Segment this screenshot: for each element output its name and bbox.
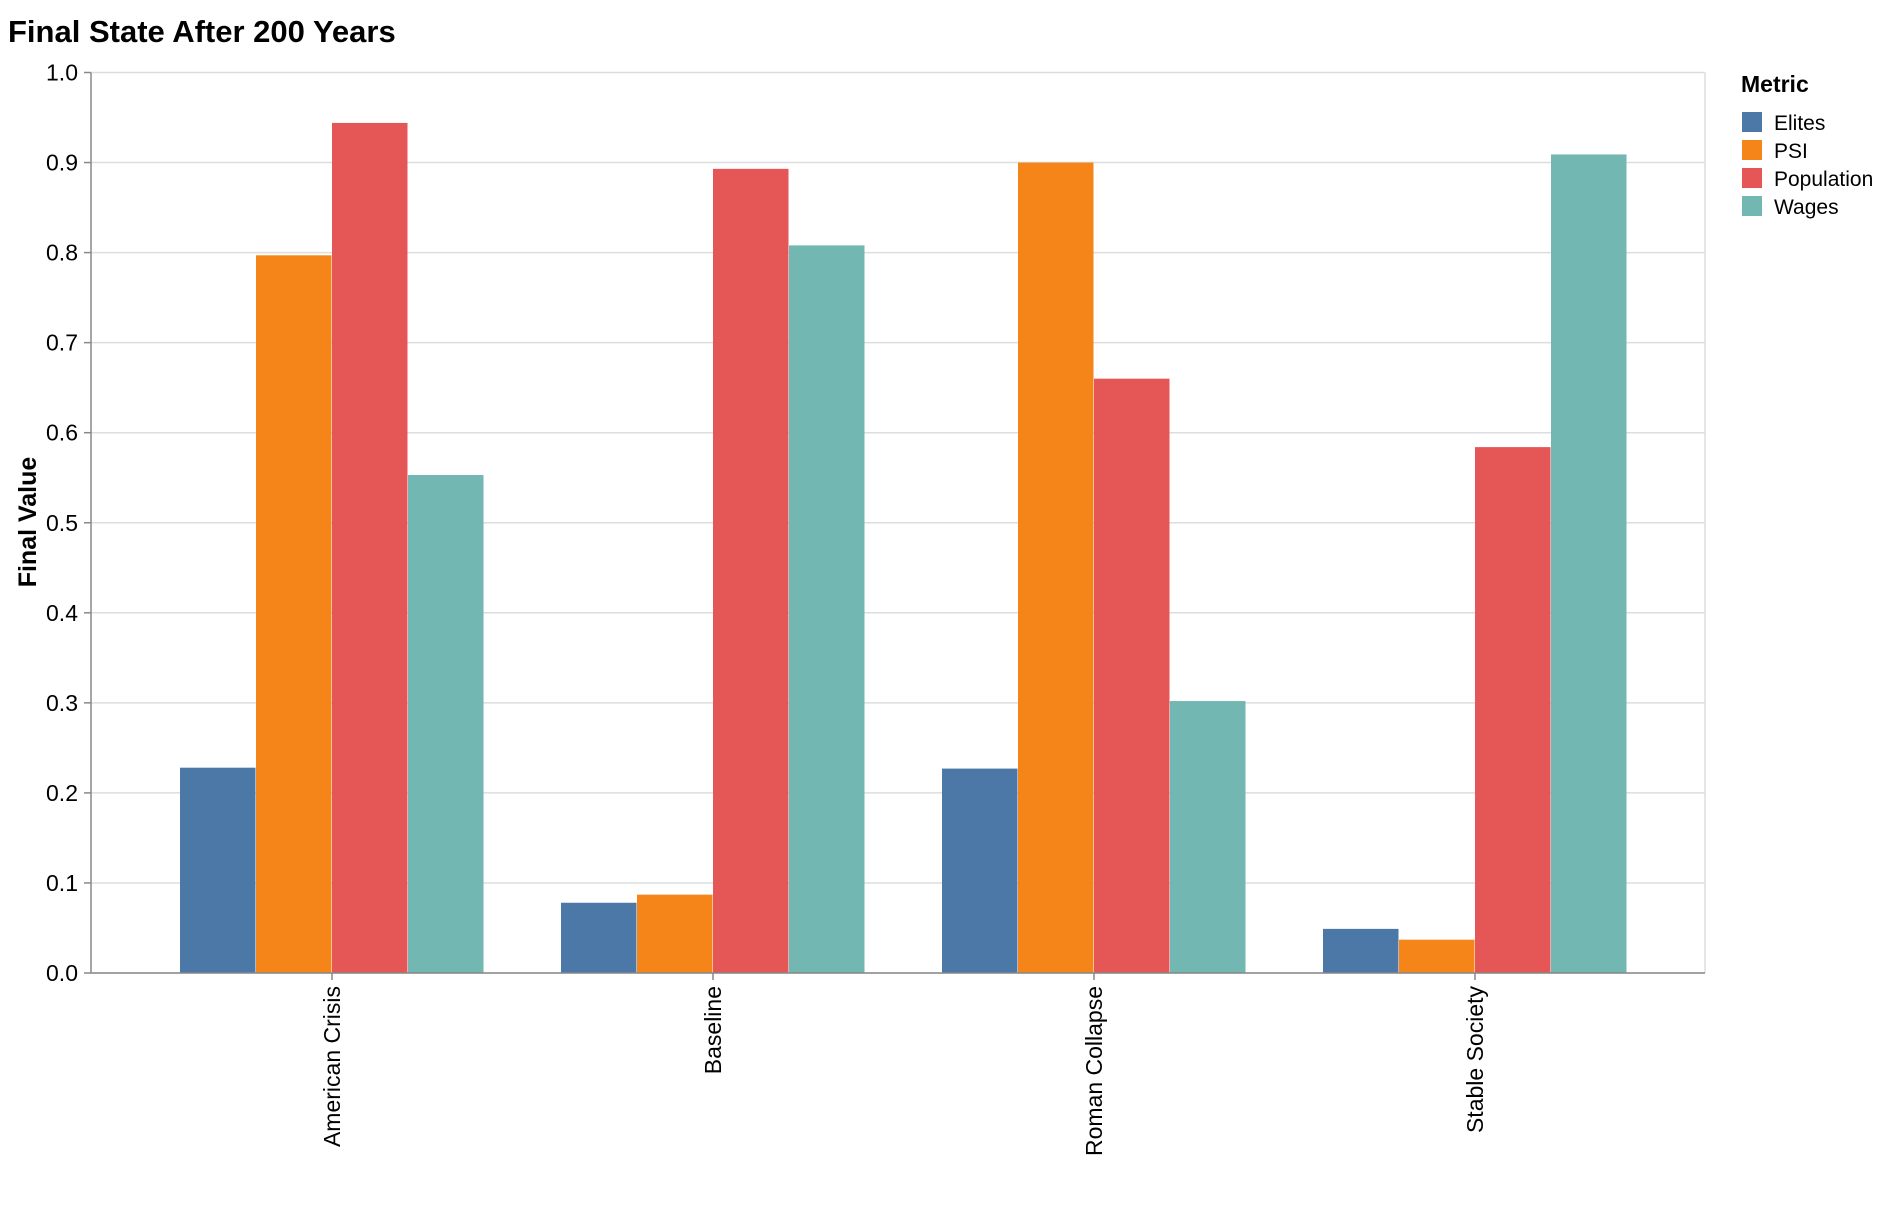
- y-tick-label: 0.8: [46, 240, 78, 266]
- y-tick-label: 1.0: [46, 60, 78, 86]
- legend-title: Metric: [1741, 71, 1809, 97]
- y-tick-label: 0.2: [46, 780, 78, 806]
- bar-population-3: [1475, 447, 1551, 973]
- y-axis-title: Final Value: [14, 457, 42, 588]
- bar-psi-0: [256, 255, 332, 973]
- bar-population-2: [1094, 378, 1170, 973]
- bar-psi-2: [1018, 162, 1094, 974]
- x-tick-label: Roman Collapse: [1081, 986, 1107, 1156]
- bar-population-1: [713, 168, 789, 973]
- y-tick-label: 0.1: [46, 870, 78, 896]
- bar-elites-0: [180, 767, 256, 973]
- bar-elites-1: [561, 902, 637, 973]
- legend: Metric Elites PSI Population Wages: [1741, 71, 1873, 219]
- bar-population-0: [332, 122, 408, 974]
- y-tick-label: 0.9: [46, 150, 78, 176]
- bar-wages-2: [1170, 701, 1246, 973]
- legend-swatch-elites: [1742, 112, 1762, 132]
- bar-elites-3: [1323, 928, 1399, 973]
- x-tick-label: Stable Society: [1462, 986, 1488, 1134]
- bar-elites-2: [942, 768, 1018, 973]
- legend-label: Wages: [1774, 196, 1839, 219]
- y-tick-label: 0.4: [46, 600, 78, 626]
- y-axis: 0.0 0.1 0.2 0.3 0.4 0.5 0.6 0.7 0.8 0.9 1.0: [46, 60, 92, 986]
- legend-label: Population: [1774, 168, 1873, 191]
- bar-psi-3: [1399, 939, 1475, 973]
- legend-swatch-psi: [1742, 140, 1762, 160]
- bar-wages-3: [1551, 154, 1627, 973]
- y-tick-label: 0.7: [46, 330, 78, 356]
- legend-label: PSI: [1774, 140, 1808, 163]
- legend-label: Elites: [1774, 112, 1825, 135]
- y-tick-label: 0.3: [46, 690, 78, 716]
- chart-title: Final State After 200 Years: [8, 14, 396, 49]
- legend-swatch-wages: [1742, 196, 1762, 216]
- x-tick-label: American Crisis: [319, 986, 345, 1147]
- y-tick-label: 0.6: [46, 420, 78, 446]
- bar-psi-1: [637, 894, 713, 973]
- x-tick-label: Baseline: [700, 986, 726, 1074]
- bar-wages-1: [789, 245, 865, 973]
- bars: [180, 122, 1627, 974]
- y-tick-label: 0.0: [46, 960, 78, 986]
- x-axis: American Crisis Baseline Roman Collapse Sta…: [91, 972, 1705, 1156]
- bar-wages-0: [408, 475, 484, 973]
- y-tick-label: 0.5: [46, 510, 78, 536]
- legend-swatch-population: [1742, 168, 1762, 188]
